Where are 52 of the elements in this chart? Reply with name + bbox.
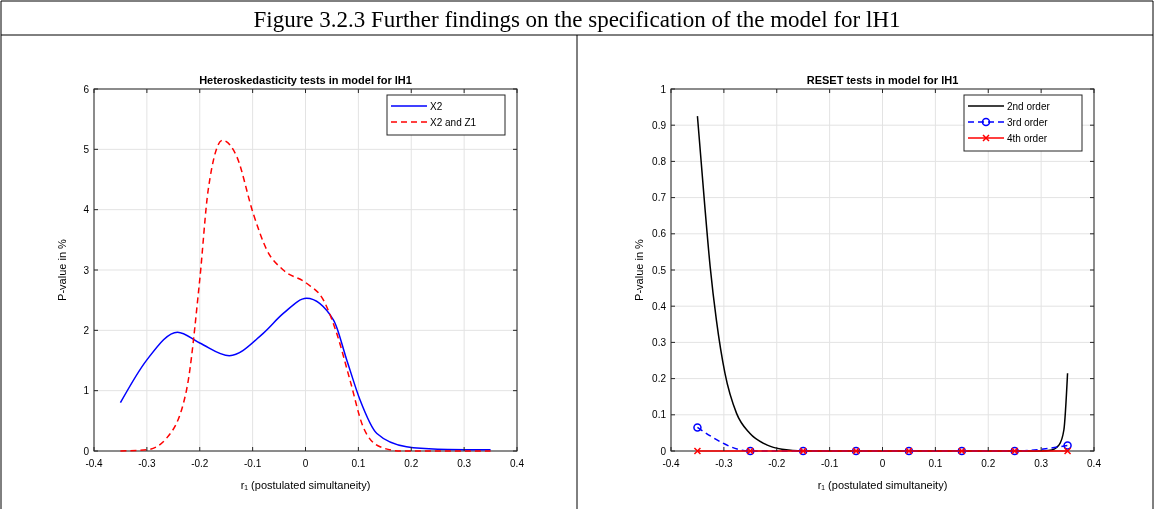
line-series — [119, 139, 492, 452]
x-tick-label: -0.4 — [662, 458, 681, 469]
y-tick-label: 0.6 — [652, 228, 667, 240]
caption: Figure 3.2.3 Further findings on the specification of the model for lH1 — [253, 7, 901, 32]
y-tick-label: 0.1 — [652, 409, 667, 421]
chart-title: RESET tests in model for lH1 — [806, 74, 959, 86]
legend-label: X2 and Z1 — [430, 116, 477, 128]
x-tick-label: -0.2 — [191, 458, 209, 469]
y-axis-title: P-value in % — [633, 238, 645, 301]
y-tick-label: 0.9 — [652, 119, 667, 131]
x-tick-label: 0.4 — [510, 458, 525, 469]
y-tick-label: 1 — [660, 83, 667, 95]
legend-label: X2 — [430, 100, 443, 112]
x-tick-label: -0.3 — [715, 458, 733, 469]
x-tick-label: 0.2 — [981, 458, 996, 469]
x-tick-label: -0.3 — [138, 458, 156, 469]
y-tick-label: 1 — [83, 385, 90, 397]
x-tick-label: 0.1 — [351, 458, 366, 469]
legend-label: 2nd order — [1007, 100, 1051, 112]
y-tick-label: 0.2 — [652, 373, 667, 385]
x-tick-label: 0.4 — [1087, 458, 1102, 469]
line-series — [119, 297, 492, 451]
x-tick-label: 0.3 — [457, 458, 472, 469]
y-tick-label: 3 — [83, 264, 90, 276]
x-tick-label: -0.1 — [821, 458, 839, 469]
x-tick-label: -0.4 — [85, 458, 104, 469]
x-axis-title: r₁ (postulated simultaneity) — [240, 479, 371, 491]
x-tick-label: -0.2 — [768, 458, 786, 469]
x-tick-label: 0.3 — [1034, 458, 1049, 469]
x-tick-label: 0 — [302, 458, 309, 469]
y-tick-label: 6 — [83, 83, 90, 95]
x-tick-label: 0.1 — [928, 458, 943, 469]
legend-label: 3rd order — [1007, 116, 1049, 128]
y-tick-label: 4 — [83, 204, 90, 216]
y-tick-label: 2 — [83, 324, 90, 336]
y-tick-label: 5 — [83, 143, 90, 155]
y-axis-title: P-value in % — [56, 238, 68, 301]
x-tick-label: 0.2 — [404, 458, 419, 469]
point — [693, 423, 702, 432]
x-tick-label: -0.1 — [244, 458, 262, 469]
legend-label: 4th order — [1007, 132, 1048, 144]
x-tick-label: 0 — [879, 458, 886, 469]
y-tick-label: 0.3 — [652, 336, 667, 348]
y-tick-label: 0.5 — [652, 264, 667, 276]
x-axis-title: r₁ (postulated simultaneity) — [817, 479, 948, 491]
chart-title: Heteroskedasticity tests in model for lH1 — [199, 74, 412, 86]
y-tick-label: 0.4 — [652, 300, 667, 312]
y-tick-label: 0.7 — [652, 192, 667, 204]
y-tick-label: 0 — [83, 445, 90, 457]
y-tick-label: 0.8 — [652, 155, 667, 167]
y-tick-label: 0 — [660, 445, 667, 457]
point — [1063, 441, 1072, 450]
